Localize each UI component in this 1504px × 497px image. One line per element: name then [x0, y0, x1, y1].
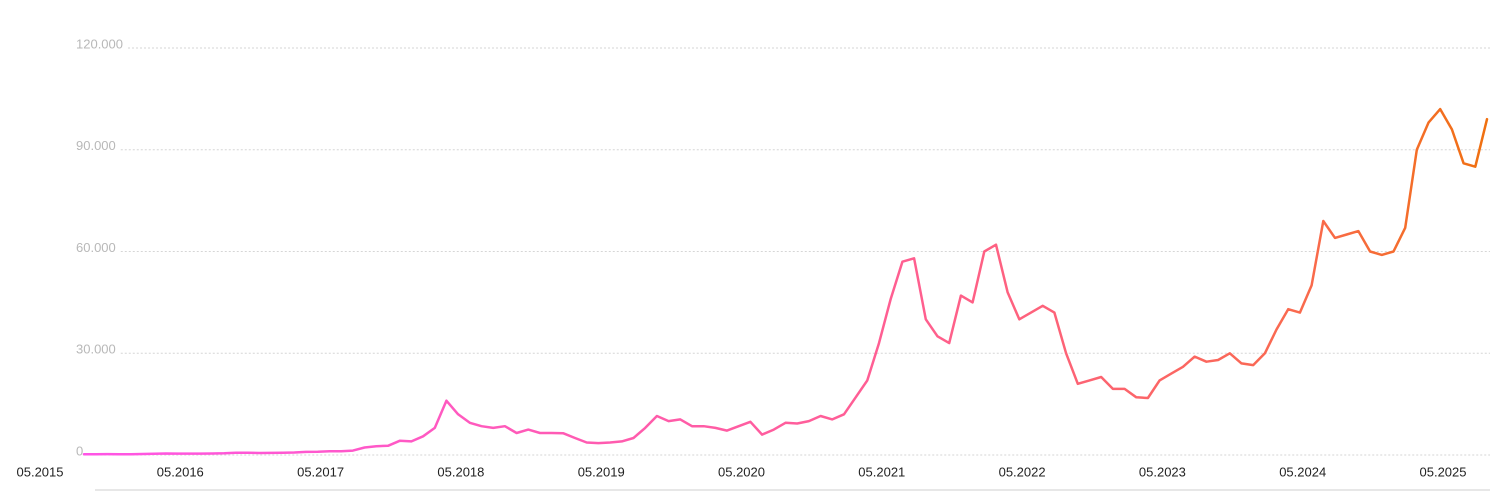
x-tick-label: 05.2016: [157, 464, 204, 479]
x-tick-label: 05.2017: [297, 464, 344, 479]
x-tick-label: 05.2022: [999, 464, 1046, 479]
x-tick-label: 05.2021: [858, 464, 905, 479]
x-tick-label: 05.2020: [718, 464, 765, 479]
x-tick-label: 05.2023: [1139, 464, 1186, 479]
y-tick-label: 0: [76, 443, 83, 458]
y-tick-label: 120.000: [76, 36, 123, 51]
y-tick-label: 90.000: [76, 138, 116, 153]
price-line: [82, 107, 1489, 456]
x-tick-label: 05.2019: [578, 464, 625, 479]
y-tick-label: 60.000: [76, 240, 116, 255]
x-tick-label: 05.2015: [17, 464, 64, 479]
x-tick-label: 05.2024: [1279, 464, 1326, 479]
x-tick-label: 05.2025: [1420, 464, 1467, 479]
x-tick-label: 05.2018: [437, 464, 484, 479]
y-tick-label: 30.000: [76, 342, 116, 357]
